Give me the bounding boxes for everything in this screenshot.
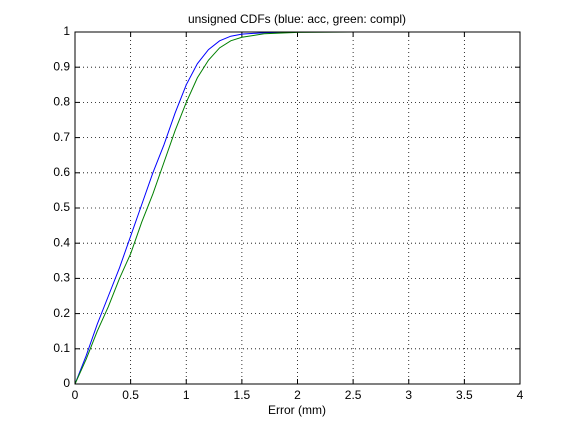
y-tick-label: 0.7: [53, 130, 70, 144]
x-tick-label: 1: [183, 388, 190, 402]
x-tick-label: 1.5: [234, 388, 251, 402]
y-tick-label: 0.4: [53, 235, 70, 249]
x-tick-label: 0.5: [122, 388, 139, 402]
y-tick-label: 0.3: [53, 271, 70, 285]
series-line: [74, 31, 520, 385]
x-tick-label: 2.5: [345, 388, 362, 402]
x-tick-label: 4: [517, 388, 524, 402]
y-tick-label: 0.2: [53, 306, 70, 320]
y-tick-label: 0.5: [53, 200, 70, 214]
x-tick-label: 2: [294, 388, 301, 402]
x-tick-label: 3.5: [456, 388, 473, 402]
axes-box: [74, 31, 521, 385]
y-tick-label: 0: [63, 376, 70, 390]
x-axis-label: Error (mm): [268, 403, 326, 417]
chart-title: unsigned CDFs (blue: acc, green: compl): [188, 12, 406, 26]
y-tick-label: 0.8: [53, 95, 70, 109]
series-line: [74, 31, 326, 385]
y-tick-label: 0.1: [53, 341, 70, 355]
y-tick-label: 0.6: [53, 165, 70, 179]
y-tick-label: 1: [63, 24, 70, 38]
x-tick-label: 0: [72, 388, 79, 402]
x-tick-label: 3: [405, 388, 412, 402]
y-tick-label: 0.9: [53, 59, 70, 73]
